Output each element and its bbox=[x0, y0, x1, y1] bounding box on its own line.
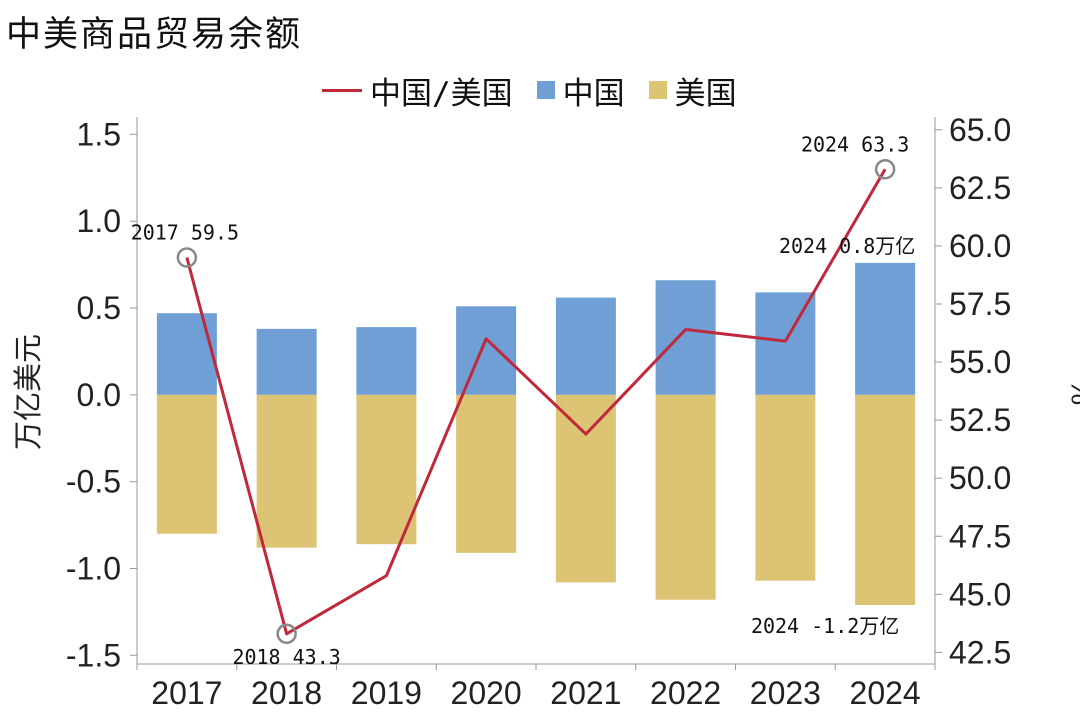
right-tick-label: 62.5 bbox=[949, 170, 1011, 206]
x-tick-label-2023: 2023 bbox=[750, 675, 821, 711]
left-tick-label: -1.0 bbox=[66, 550, 121, 586]
annotation-marker-0 bbox=[176, 247, 198, 268]
bar-us-2019 bbox=[356, 394, 417, 545]
legend-label-us: 美国 bbox=[674, 75, 737, 112]
right-tick-label: 45.0 bbox=[949, 576, 1011, 612]
chart-title: 中美商品贸易余额 bbox=[6, 15, 303, 55]
left-tick-label: 0.5 bbox=[77, 290, 121, 326]
right-tick-label: 47.5 bbox=[949, 518, 1011, 554]
bar-us-2021 bbox=[555, 394, 616, 583]
legend-swatch-us bbox=[648, 81, 667, 99]
bar-us-2023 bbox=[755, 394, 816, 581]
x-tick-label-2018: 2018 bbox=[251, 675, 322, 711]
bar-us-2022 bbox=[655, 394, 716, 600]
annotation-marker-2 bbox=[874, 159, 896, 180]
bar-china-2018 bbox=[256, 328, 317, 395]
bar-china-2021 bbox=[555, 297, 616, 395]
right-tick-label: 57.5 bbox=[949, 286, 1011, 322]
left-axis-title: 万亿美元 bbox=[11, 334, 45, 450]
left-tick-label: 1.5 bbox=[77, 116, 121, 152]
left-tick-label: -0.5 bbox=[66, 464, 121, 500]
bar-us-2024 bbox=[855, 394, 916, 605]
left-tick-label: 0.0 bbox=[77, 377, 121, 413]
ratio-line bbox=[185, 168, 887, 636]
bar-china-2019 bbox=[356, 327, 417, 395]
annotation-label-1: 2018 43.3 bbox=[232, 645, 340, 669]
right-tick-label: 42.5 bbox=[949, 634, 1011, 670]
left-tick-label: -1.5 bbox=[66, 637, 121, 673]
right-tick-label: 50.0 bbox=[949, 460, 1011, 496]
legend-line-swatch bbox=[322, 88, 362, 92]
legend-label-china: 中国 bbox=[562, 75, 625, 112]
bar-china-2022 bbox=[655, 280, 716, 395]
legend-item-us: 美国 bbox=[648, 68, 737, 113]
annotation-label-4: 2024 -1.2万亿 bbox=[751, 614, 899, 638]
right-tick-label: 55.0 bbox=[949, 344, 1011, 380]
x-tick-label-2019: 2019 bbox=[351, 675, 422, 711]
annotation-label-2: 2024 63.3 bbox=[801, 132, 909, 156]
legend-item-china: 中国 bbox=[536, 68, 625, 113]
legend-swatch-china bbox=[536, 81, 555, 99]
bar-us-2018 bbox=[256, 394, 317, 548]
annotation-label-3: 2024 0.8万亿 bbox=[779, 234, 915, 258]
right-axis-title: % bbox=[1065, 378, 1080, 406]
bar-us-2020 bbox=[456, 394, 517, 553]
bar-us-2017 bbox=[156, 394, 217, 534]
x-tick-label-2020: 2020 bbox=[451, 675, 522, 711]
x-tick-label-2022: 2022 bbox=[650, 675, 721, 711]
legend-label-ratio: 中国/美国 bbox=[370, 75, 513, 112]
legend-item-ratio: 中国/美国 bbox=[322, 68, 513, 113]
left-tick-label: 1.0 bbox=[77, 203, 121, 239]
annotation-label-0: 2017 59.5 bbox=[131, 221, 239, 245]
bar-china-2020 bbox=[456, 306, 517, 395]
right-tick-label: 60.0 bbox=[949, 228, 1011, 264]
right-tick-label: 52.5 bbox=[949, 402, 1011, 438]
bar-china-2024 bbox=[855, 262, 916, 395]
annotation-marker-1 bbox=[276, 623, 297, 645]
x-tick-label-2017: 2017 bbox=[151, 675, 222, 711]
legend: 中国/美国 中国 美国 bbox=[322, 68, 761, 113]
right-tick-label: 65.0 bbox=[949, 112, 1011, 148]
bar-china-2017 bbox=[156, 313, 217, 395]
x-tick-label-2024: 2024 bbox=[850, 675, 921, 711]
x-tick-label-2021: 2021 bbox=[550, 675, 621, 711]
